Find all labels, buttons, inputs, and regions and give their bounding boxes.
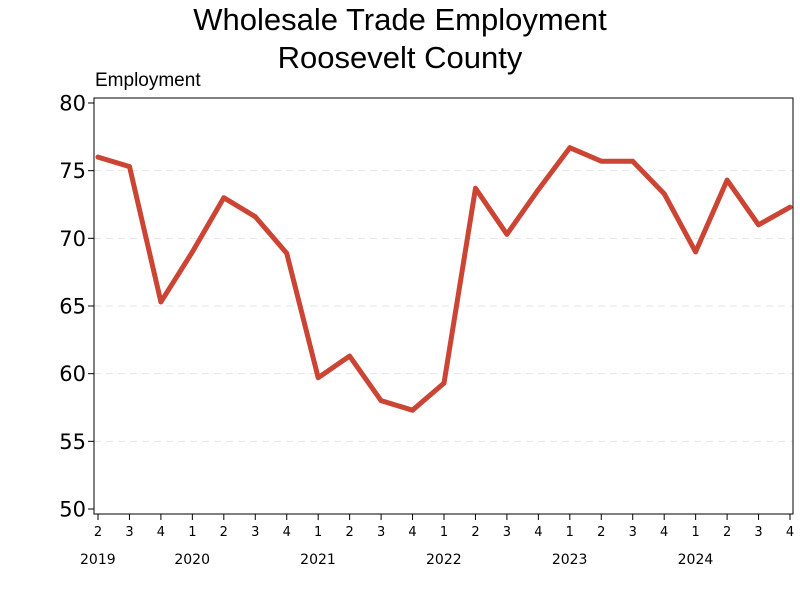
year-label: 2023	[552, 552, 588, 568]
data-point	[315, 375, 321, 381]
data-point	[441, 380, 447, 386]
x-tick-label: 3	[629, 525, 637, 540]
data-point	[598, 158, 604, 164]
y-axis-ticks: 50 55 60 65 70 75 80	[59, 92, 94, 522]
year-label: 2019	[80, 552, 116, 568]
year-labels: 2019 2020 2021 2022 2023 2024	[80, 552, 713, 568]
data-point	[95, 154, 101, 160]
x-tick-label: 1	[440, 525, 448, 540]
chart-title-line-2: Roosevelt County	[278, 40, 523, 75]
data-point	[693, 249, 699, 255]
y-tick-label: 50	[59, 498, 86, 522]
year-label: 2022	[426, 552, 462, 568]
x-tick-label: 2	[597, 525, 605, 540]
x-tick-label: 3	[125, 525, 133, 540]
x-tick-label: 4	[157, 525, 165, 540]
data-point	[756, 222, 761, 228]
x-tick-label: 4	[786, 525, 794, 540]
year-label: 2021	[300, 552, 336, 568]
data-point	[189, 249, 195, 255]
data-point	[378, 398, 384, 404]
x-tick-label: 2	[94, 525, 102, 540]
x-tick-label: 2	[220, 525, 228, 540]
x-tick-label: 4	[408, 525, 416, 540]
data-point	[724, 177, 730, 183]
x-tick-label: 4	[660, 525, 668, 540]
data-point	[535, 187, 541, 193]
y-tick-label: 80	[59, 92, 86, 116]
series-line	[95, 145, 793, 413]
chart-title-line-1: Wholesale Trade Employment	[193, 2, 607, 37]
data-point	[504, 231, 510, 237]
y-tick-label: 75	[59, 159, 86, 183]
year-label: 2024	[678, 552, 714, 568]
x-axis-ticks: 2 3 4 1 2 3 4 1 2 3 4 1 2 3 4 1 2 3 4 1 2 3 4	[94, 514, 794, 540]
x-tick-label: 1	[188, 525, 196, 540]
x-tick-label: 3	[251, 525, 259, 540]
data-point	[410, 407, 415, 413]
gridlines	[94, 170, 793, 442]
x-tick-label: 3	[754, 525, 762, 540]
x-tick-label: 4	[534, 525, 542, 540]
data-point	[347, 353, 353, 359]
y-tick-label: 70	[59, 227, 86, 251]
data-point	[221, 195, 227, 201]
x-tick-label: 1	[691, 525, 699, 540]
y-tick-label: 60	[59, 362, 86, 386]
data-point	[630, 158, 636, 164]
data-point	[252, 214, 258, 220]
data-point	[284, 250, 290, 256]
x-tick-label: 4	[283, 525, 291, 540]
y-tick-label: 65	[59, 295, 86, 319]
x-tick-label: 2	[723, 525, 731, 540]
x-tick-label: 3	[377, 525, 385, 540]
data-point	[158, 299, 164, 305]
series-group	[95, 145, 793, 413]
x-tick-label: 2	[345, 525, 353, 540]
x-tick-label: 3	[503, 525, 511, 540]
x-tick-label: 1	[314, 525, 322, 540]
y-axis-label: Employment	[95, 70, 201, 91]
x-tick-label: 2	[471, 525, 479, 540]
data-point	[567, 145, 573, 151]
y-tick-label: 55	[59, 430, 86, 454]
data-point	[661, 191, 667, 197]
year-label: 2020	[174, 552, 210, 568]
data-point	[787, 204, 793, 210]
x-tick-label: 1	[566, 525, 574, 540]
data-point	[473, 185, 478, 191]
data-point	[127, 164, 132, 170]
